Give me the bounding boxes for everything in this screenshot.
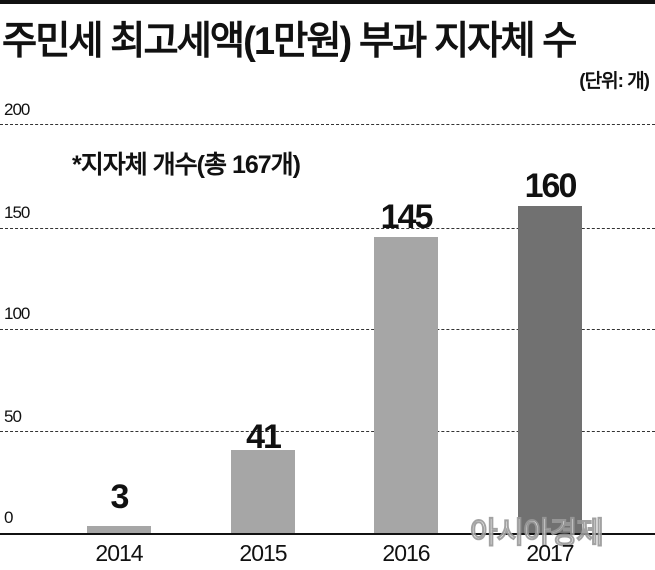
bar-2016: [374, 237, 438, 534]
x-label-2017: 2017: [526, 540, 574, 566]
gridline-200: [0, 124, 655, 125]
x-label-2015: 2015: [239, 540, 287, 566]
y-tick-50: 50: [4, 407, 22, 426]
value-label-2014: 3: [110, 478, 130, 516]
chart-note: *지자체 개수(총 167개): [72, 151, 301, 179]
gridline-100: [0, 329, 655, 330]
bar-2014: [87, 526, 151, 534]
x-label-2016: 2016: [382, 540, 430, 566]
bar-2017: [518, 206, 582, 534]
unit-label: (단위: 개): [579, 71, 650, 92]
top-rule: [0, 0, 655, 4]
value-label-2015: 41: [246, 418, 282, 456]
watermark-logo: 아시아경제: [470, 517, 605, 551]
y-tick-150: 150: [4, 203, 30, 222]
chart-title: 주민세 최고세액(1만원) 부과 지자체 수: [2, 20, 577, 63]
bar-2015: [231, 450, 295, 534]
y-tick-200: 200: [4, 100, 30, 119]
value-label-2017: 160: [524, 167, 578, 205]
y-tick-100: 100: [4, 304, 30, 323]
gridline-150: [0, 228, 655, 229]
gridline-50: [0, 431, 655, 432]
x-axis-line: [0, 533, 655, 535]
value-label-2016: 145: [380, 198, 434, 236]
x-label-2014: 2014: [95, 540, 143, 566]
y-tick-0: 0: [4, 508, 14, 527]
